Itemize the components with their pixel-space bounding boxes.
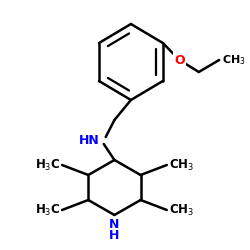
- Text: CH$_3$: CH$_3$: [169, 202, 194, 218]
- Text: H: H: [109, 229, 120, 242]
- Text: O: O: [174, 54, 185, 66]
- Text: H$_3$C: H$_3$C: [35, 158, 60, 172]
- Text: H$_3$C: H$_3$C: [35, 202, 60, 218]
- Text: CH$_3$: CH$_3$: [169, 158, 194, 172]
- Text: N: N: [109, 218, 120, 231]
- Text: CH$_3$: CH$_3$: [222, 53, 246, 67]
- Text: HN: HN: [79, 134, 100, 146]
